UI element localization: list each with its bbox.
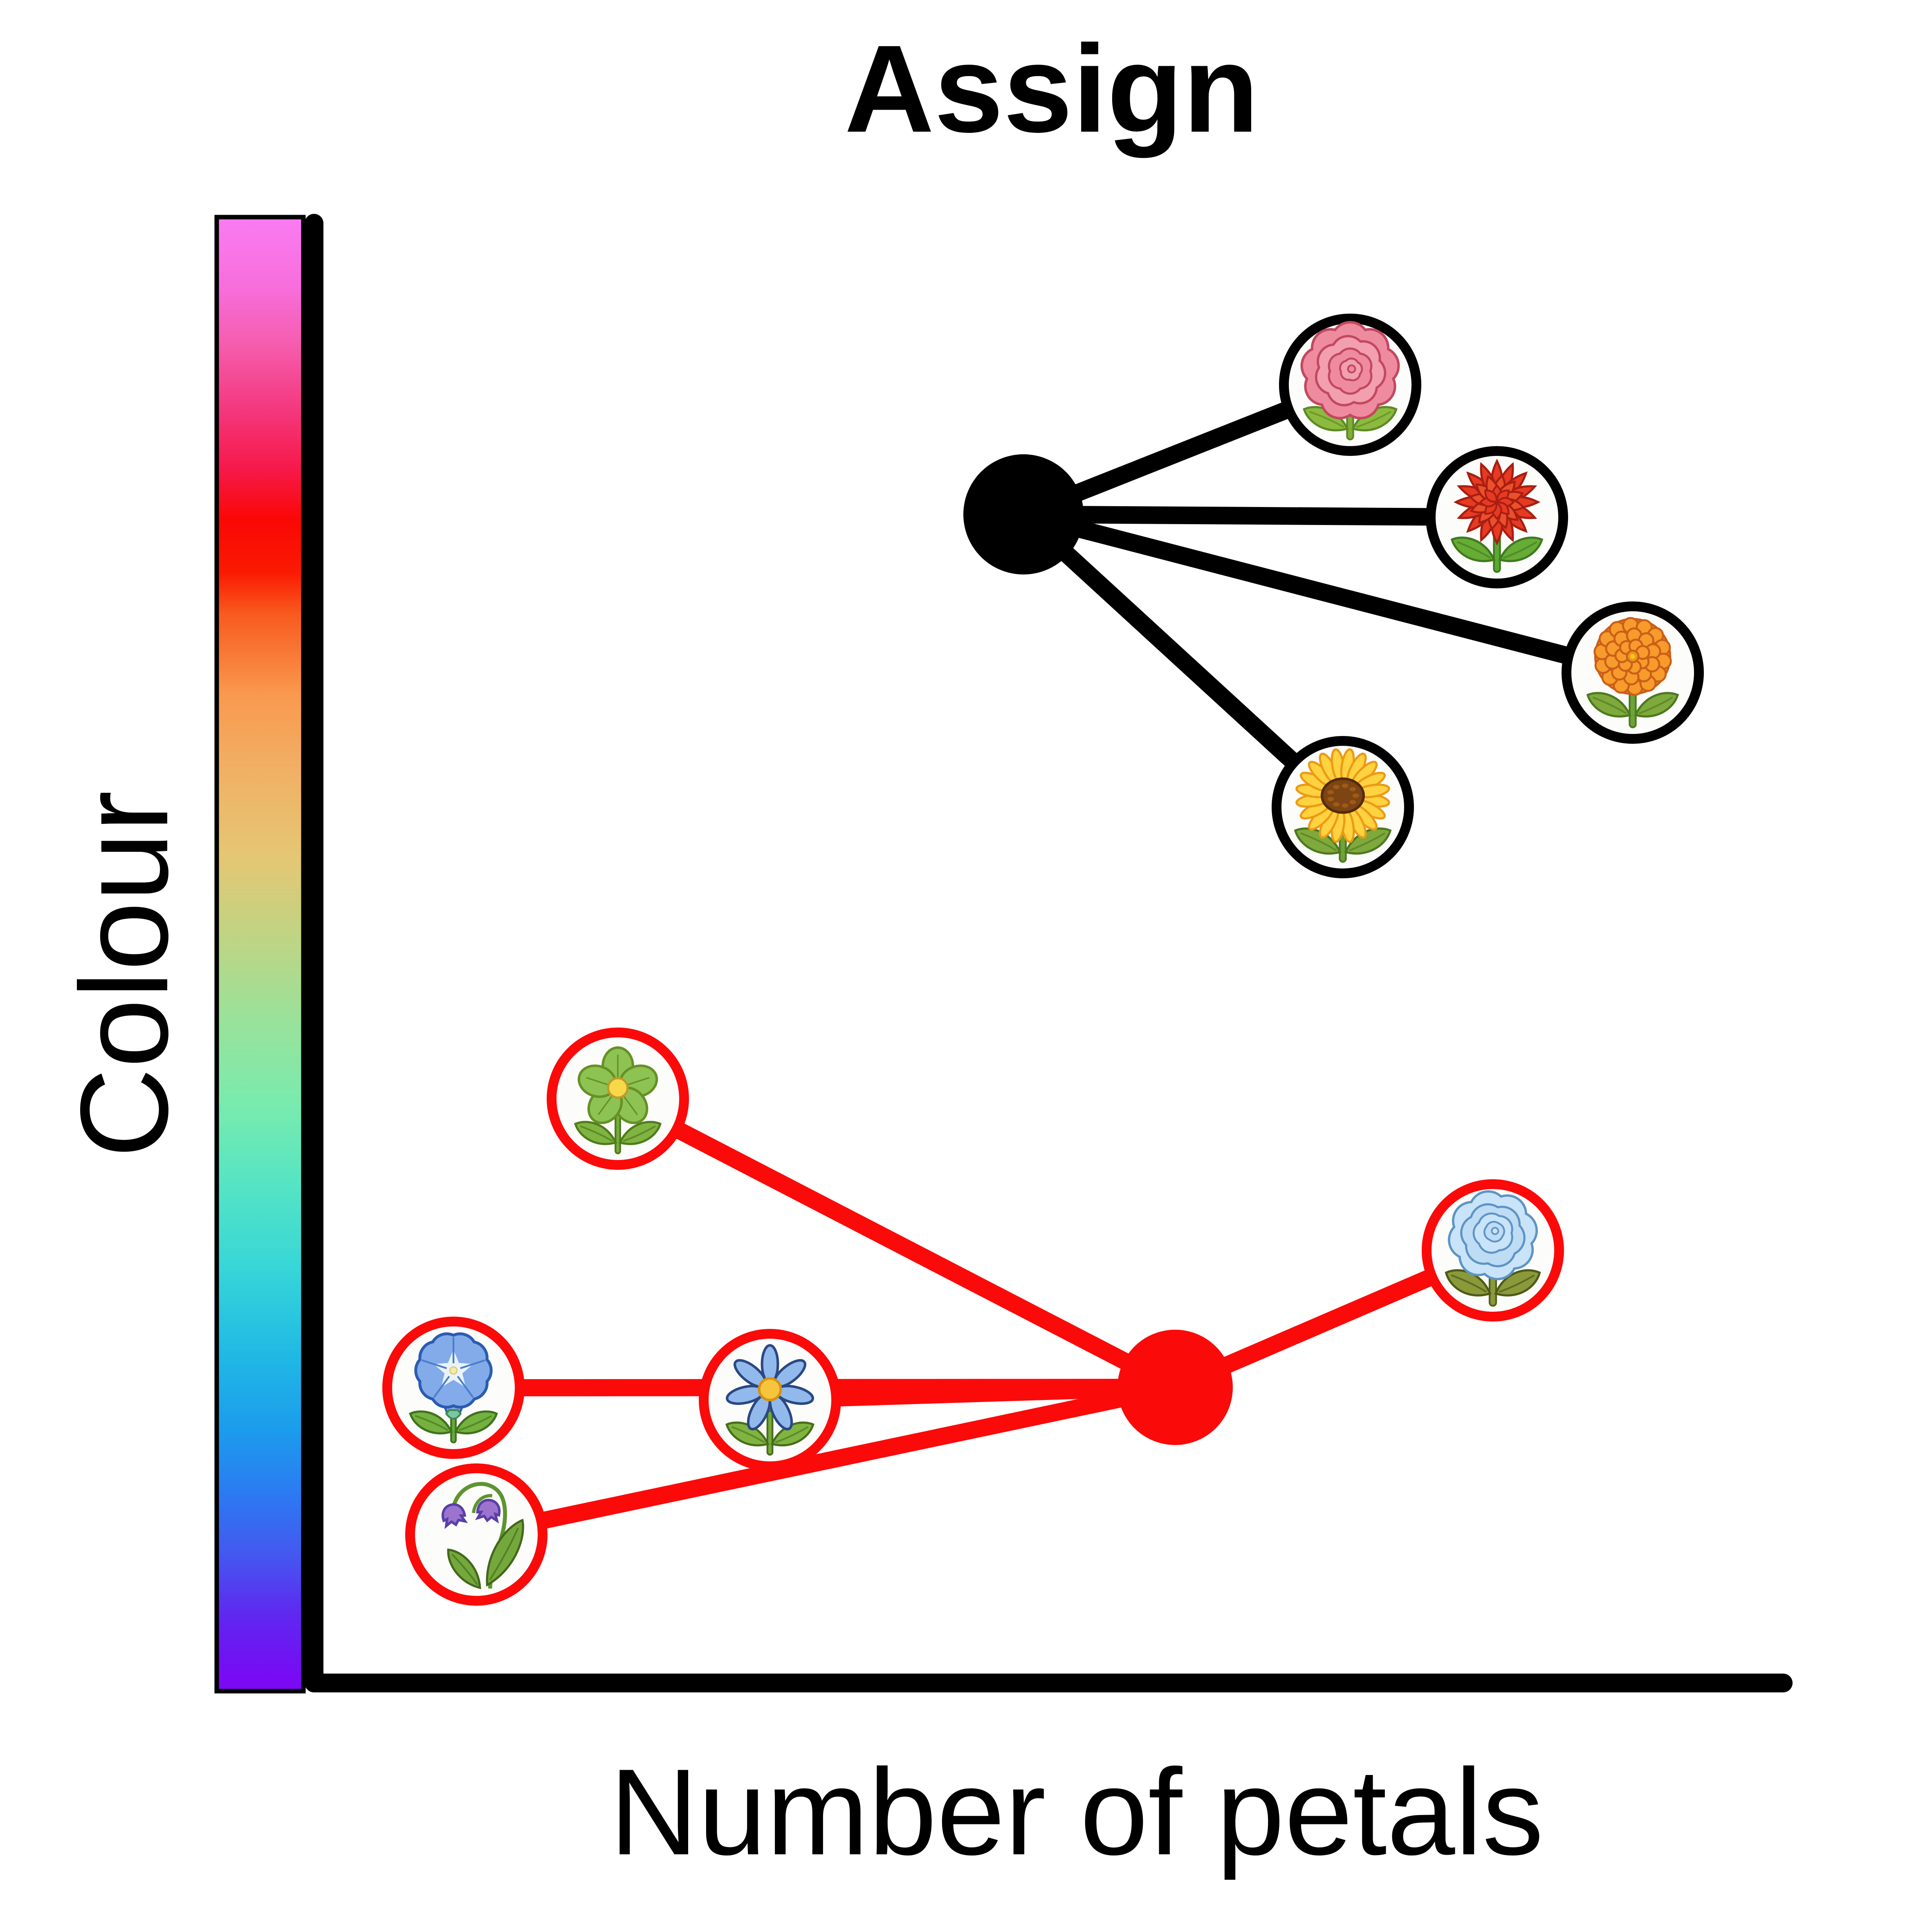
svg-text:Number of petals: Number of petals bbox=[610, 1743, 1544, 1881]
svg-text:Assign: Assign bbox=[844, 20, 1259, 159]
svg-text:Colour: Colour bbox=[54, 791, 194, 1158]
